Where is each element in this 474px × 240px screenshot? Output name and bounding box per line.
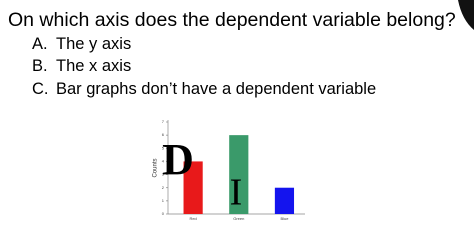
- option: A. The y axis: [32, 35, 131, 54]
- option: B. The x axis: [32, 57, 131, 76]
- overlay-letter: D: [162, 135, 194, 184]
- option-text: The y axis: [56, 35, 132, 53]
- y-tick-label: 2: [162, 185, 165, 190]
- bar: [229, 135, 249, 214]
- option: C. Bar graphs don’t have a dependent vari…: [32, 80, 376, 99]
- option-letter: B.: [32, 57, 48, 75]
- question: On which axis does the dependent variabl…: [8, 9, 456, 31]
- option-letter: A.: [32, 35, 48, 53]
- overlay-letter: I: [230, 172, 243, 214]
- option-letter: C.: [32, 80, 49, 98]
- bar: [183, 161, 203, 214]
- y-axis-label: Counts: [153, 158, 159, 177]
- y-tick-label: 5: [162, 145, 165, 150]
- corner-shape: [458, 0, 474, 30]
- y-tick-label: 6: [162, 132, 165, 137]
- y-tick-label: 0: [162, 211, 165, 216]
- y-tick-label: 4: [162, 158, 165, 163]
- chart: 0 1 2 3 4 5 6 7 Counts Red Green Blue DI: [153, 0, 474, 221]
- x-tick-label: Green: [233, 216, 244, 221]
- slide: On which axis does the dependent variabl…: [8, 0, 474, 221]
- y-tick-label: 3: [162, 172, 165, 177]
- y-tick-label: 1: [162, 198, 165, 203]
- x-tick-label: Blue: [280, 216, 289, 221]
- option-text: The x axis: [56, 57, 132, 75]
- x-tick-label: Red: [189, 216, 196, 221]
- option-text: Bar graphs don’t have a dependent variab…: [56, 80, 377, 98]
- y-tick-label: 7: [162, 119, 165, 124]
- bar: [274, 187, 295, 214]
